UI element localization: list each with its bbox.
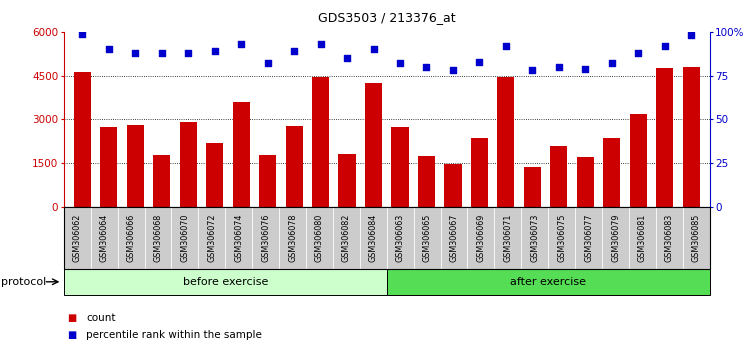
Text: GSM306079: GSM306079 [611,214,620,262]
Bar [179,122,197,207]
Text: GSM306071: GSM306071 [503,214,512,262]
Point [685,33,697,38]
Bar [365,83,382,207]
Point [367,47,379,52]
Point [659,43,671,49]
Point [155,50,167,56]
Point [182,50,195,56]
Text: ■: ■ [68,330,77,340]
Bar [497,77,514,207]
Point [553,64,565,70]
Text: after exercise: after exercise [510,277,587,287]
Bar [339,154,356,207]
Text: GSM306073: GSM306073 [530,214,539,262]
Point [500,43,512,49]
Point [288,48,300,54]
Text: GSM306064: GSM306064 [100,214,109,262]
Text: protocol: protocol [1,277,46,287]
Text: GSM306067: GSM306067 [450,214,459,262]
Text: GSM306072: GSM306072 [207,214,216,262]
Point [235,41,247,47]
Text: GSM306065: GSM306065 [423,214,432,262]
Bar [233,102,250,207]
Text: GSM306074: GSM306074 [234,214,243,262]
Point [447,68,459,73]
Bar [312,77,329,207]
Text: GSM306075: GSM306075 [557,214,566,262]
Point [103,47,115,52]
Text: GSM306084: GSM306084 [369,214,378,262]
Text: GSM306078: GSM306078 [288,214,297,262]
Bar [445,164,462,207]
Point [473,59,485,64]
Text: before exercise: before exercise [182,277,268,287]
Text: GSM306076: GSM306076 [261,214,270,262]
Bar [603,138,620,207]
Text: GSM306081: GSM306081 [638,214,647,262]
Point [579,66,591,72]
Bar [391,127,409,207]
Text: GSM306068: GSM306068 [153,214,162,262]
Bar [74,72,91,207]
Bar [100,127,117,207]
Point [394,61,406,66]
Bar [285,126,303,207]
Point [421,64,433,70]
Bar [471,138,488,207]
Text: GSM306066: GSM306066 [127,214,136,262]
Text: GSM306062: GSM306062 [73,214,82,262]
Bar [523,167,541,207]
Text: GSM306083: GSM306083 [665,214,674,262]
Bar [153,155,170,207]
Bar [683,68,700,207]
Point [77,31,89,36]
Point [606,61,618,66]
Text: count: count [86,313,116,322]
Bar [206,143,223,207]
Point [209,48,221,54]
Text: GSM306080: GSM306080 [315,214,324,262]
Text: GSM306070: GSM306070 [180,214,189,262]
Text: GSM306082: GSM306082 [342,214,351,262]
Text: GSM306085: GSM306085 [692,214,701,262]
Point [129,50,141,56]
Text: GDS3503 / 213376_at: GDS3503 / 213376_at [318,11,456,24]
Bar [656,68,674,207]
Point [632,50,644,56]
Bar [550,146,568,207]
Bar [418,156,435,207]
Bar [577,158,594,207]
Bar [259,155,276,207]
Point [341,55,353,61]
Text: GSM306063: GSM306063 [396,214,405,262]
Text: GSM306077: GSM306077 [584,214,593,262]
Text: percentile rank within the sample: percentile rank within the sample [86,330,262,340]
Point [261,61,273,66]
Bar [127,125,144,207]
Text: ■: ■ [68,313,77,322]
Point [315,41,327,47]
Point [526,68,538,73]
Bar [629,114,647,207]
Text: GSM306069: GSM306069 [476,214,485,262]
